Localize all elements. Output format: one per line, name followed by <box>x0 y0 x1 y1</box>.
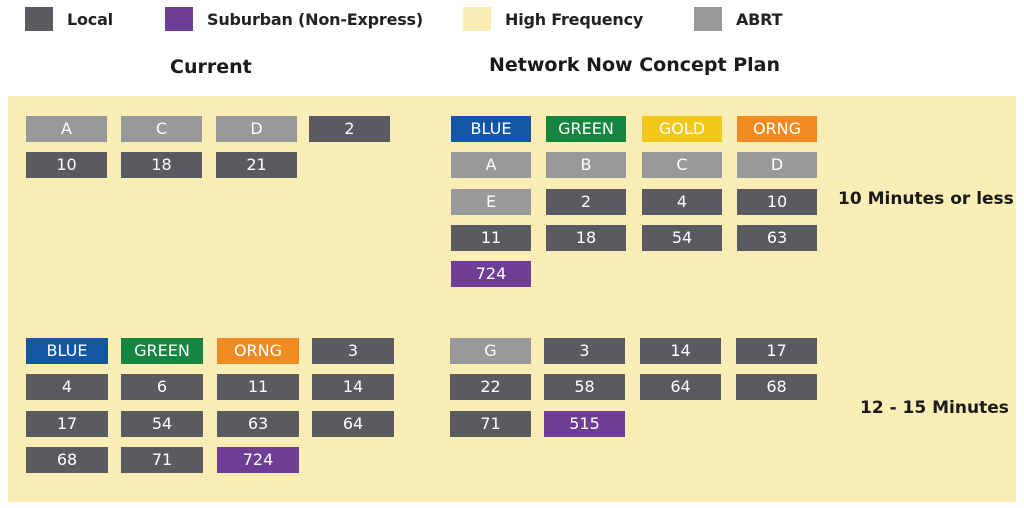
route-tile: 54 <box>121 411 203 437</box>
route-tile: 71 <box>450 411 531 437</box>
legend-label-local: Local <box>67 9 113 29</box>
route-tile: 10 <box>737 189 817 215</box>
route-tile: ORNG <box>217 338 299 364</box>
route-tile: 2 <box>546 189 626 215</box>
route-tile: 11 <box>451 225 531 251</box>
route-tile: 18 <box>546 225 626 251</box>
route-tile: 14 <box>312 374 394 400</box>
legend-swatch-abrt <box>694 7 722 31</box>
route-tile: G <box>450 338 531 364</box>
route-tile: 724 <box>451 261 531 287</box>
route-tile: B <box>546 152 626 178</box>
route-tile: 17 <box>26 411 108 437</box>
route-tile: ORNG <box>737 116 817 142</box>
route-tile: GOLD <box>642 116 722 142</box>
route-tile: 6 <box>121 374 203 400</box>
legend-item-abrt: ABRT <box>694 7 782 31</box>
route-tile: 63 <box>217 411 299 437</box>
route-tile: 4 <box>26 374 108 400</box>
route-tile: 22 <box>450 374 531 400</box>
route-tile: BLUE <box>451 116 531 142</box>
legend-item-local: Local <box>25 7 113 31</box>
legend-label-abrt: ABRT <box>736 9 783 29</box>
route-tile: 68 <box>26 447 108 473</box>
route-tile: C <box>642 152 722 178</box>
legend-swatch-local <box>25 7 53 31</box>
route-tile: A <box>451 152 531 178</box>
route-tile: 4 <box>642 189 722 215</box>
route-tile: 3 <box>544 338 625 364</box>
route-tile: 2 <box>309 116 390 142</box>
route-tile: GREEN <box>546 116 626 142</box>
legend-swatch-suburban <box>165 7 193 31</box>
route-tile: 71 <box>121 447 203 473</box>
route-tile: GREEN <box>121 338 203 364</box>
route-tile: E <box>451 189 531 215</box>
route-tile: 58 <box>544 374 625 400</box>
route-tile: 21 <box>216 152 297 178</box>
legend-item-suburban: Suburban (Non-Express) <box>165 7 423 31</box>
route-tile: 724 <box>217 447 299 473</box>
frequency-label-12-15-min: 12 - 15 Minutes <box>860 398 1009 418</box>
route-tile: 3 <box>312 338 394 364</box>
legend-label-suburban: Suburban (Non-Express) <box>207 9 423 29</box>
route-tile: 68 <box>736 374 817 400</box>
route-tile: 14 <box>640 338 721 364</box>
legend-label-high-frequency: High Frequency <box>505 9 644 29</box>
route-tile: 18 <box>121 152 202 178</box>
route-tile: BLUE <box>26 338 108 364</box>
route-tile: 64 <box>312 411 394 437</box>
legend: Local Suburban (Non-Express) High Freque… <box>0 0 1024 40</box>
route-tile: 64 <box>640 374 721 400</box>
route-tile: 63 <box>737 225 817 251</box>
concept-heading: Network Now Concept Plan <box>489 54 780 76</box>
frequency-label-10-min: 10 Minutes or less <box>838 189 1014 209</box>
legend-swatch-high-frequency <box>463 7 491 31</box>
legend-item-high-frequency: High Frequency <box>463 7 643 31</box>
route-tile: 10 <box>26 152 107 178</box>
route-tile: A <box>26 116 107 142</box>
route-tile: C <box>121 116 202 142</box>
route-tile: 11 <box>217 374 299 400</box>
route-tile: D <box>737 152 817 178</box>
route-tile: 17 <box>736 338 817 364</box>
route-tile: 54 <box>642 225 722 251</box>
route-tile: 515 <box>544 411 625 437</box>
route-tile: D <box>216 116 297 142</box>
current-heading: Current <box>170 56 252 78</box>
